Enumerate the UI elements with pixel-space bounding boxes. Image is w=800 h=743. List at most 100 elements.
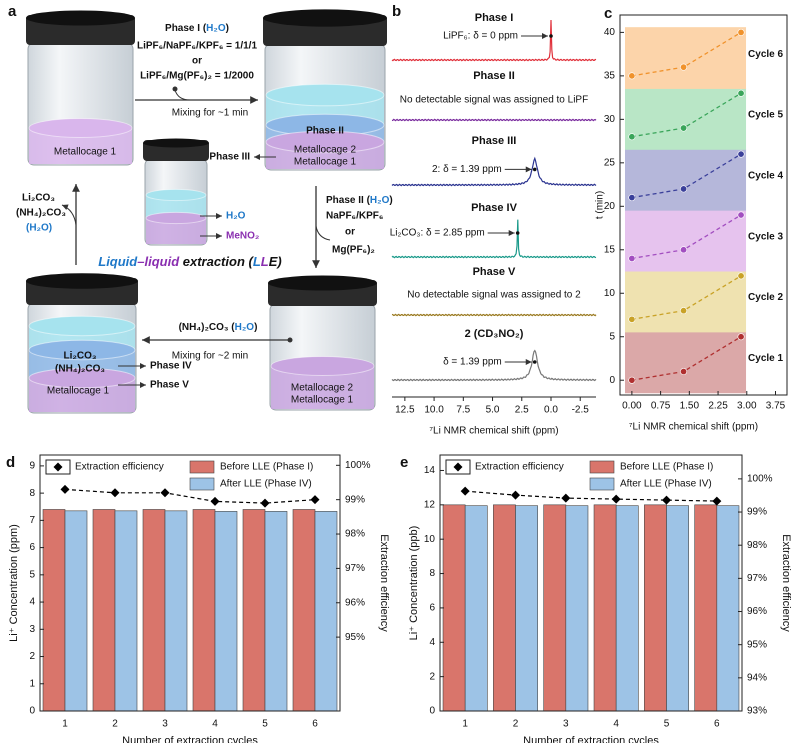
step-text: (H₂O) [26, 223, 52, 234]
point [680, 63, 688, 71]
bar [565, 505, 589, 712]
point [737, 150, 745, 158]
point [737, 211, 745, 219]
legend-marker [53, 462, 63, 472]
annotation: δ = 1.39 ppm [443, 357, 502, 368]
jar-layer-top [28, 315, 136, 337]
step-text: (NH₄)₂CO₃ (H₂O) [179, 322, 258, 333]
point [628, 376, 636, 384]
step-text: Mg(PF₆)₂ [332, 245, 375, 256]
y2-tick-label: 99% [747, 507, 767, 518]
y-tick-label: 15 [604, 244, 616, 255]
spectrum-trace [391, 156, 597, 187]
jar-cap-top [26, 10, 135, 26]
panel-label: d [6, 454, 15, 471]
y-tick-label: 2 [429, 671, 435, 682]
jar-label: Metallocage 2 [291, 383, 354, 394]
annotation: Li₂CO₃: δ = 2.85 ppm [390, 228, 485, 239]
x-tick-label: 1 [462, 719, 468, 730]
x-tick-label: 5 [262, 719, 268, 730]
y-tick-label: 4 [29, 597, 35, 608]
spectrum-title: Phase V [473, 266, 516, 278]
jars [26, 9, 387, 414]
text-part: ) [226, 23, 229, 34]
point [680, 307, 688, 315]
point [628, 194, 636, 202]
efficiency-point [60, 484, 70, 494]
bar [716, 505, 740, 712]
x-axis-label: Number of extraction cycles [523, 735, 659, 743]
plot-frame [439, 454, 743, 712]
annotation: No detectable signal was assigned to LiP… [400, 95, 588, 106]
efficiency-point [460, 486, 470, 496]
efficiency-line [465, 490, 717, 502]
step-note: Mixing for ~1 min [172, 108, 248, 119]
spectrum-trace [391, 19, 597, 62]
jar-layer-top [145, 188, 207, 202]
spectrum-title: Phase III [472, 135, 517, 147]
x-tick-label: 4 [212, 719, 218, 730]
legend-label: Extraction efficiency [75, 462, 164, 473]
point [628, 133, 636, 141]
text-part: extraction ( [179, 254, 254, 269]
x-tick-label: 10.0 [424, 405, 444, 416]
jar-layer-top [28, 339, 136, 361]
bar [543, 504, 567, 712]
bar [666, 505, 689, 712]
step-text: Li₂CO₃ [22, 193, 55, 204]
spectrum-title: Phase I [475, 12, 514, 24]
x-tick-label: 6 [714, 719, 720, 730]
efficiency-point [310, 495, 320, 505]
phase-label: Phase IV [150, 361, 192, 372]
x-tick-label: 3.75 [766, 401, 786, 412]
x-tick-label: 3 [162, 719, 168, 730]
y-axis-label: Li⁺ Concentration (ppb) [408, 526, 420, 641]
peak-marker [549, 34, 553, 38]
efficiency-point [210, 496, 220, 506]
y-tick-label: 1 [29, 678, 35, 689]
x-tick-label: 5 [664, 719, 670, 730]
y-tick-label: 7 [29, 515, 35, 526]
peak-marker [515, 231, 520, 235]
legend-marker [453, 462, 463, 472]
point [737, 28, 745, 36]
spectrum-title: Phase II [473, 70, 515, 82]
point [680, 185, 688, 193]
layer-label: MeNO₂ [226, 231, 259, 242]
efficiency-point [712, 496, 722, 506]
bar [242, 509, 266, 712]
spectrum-trace [391, 313, 597, 317]
jar-label: Metallocage 1 [54, 147, 117, 158]
y-tick-label: 8 [429, 568, 435, 579]
efficiency-line [64, 488, 316, 504]
x-axis-label: Number of extraction cycles [122, 735, 258, 743]
bar [292, 509, 316, 712]
plot-frame [619, 14, 788, 396]
y-tick-label: 10 [424, 534, 436, 545]
panel-a: a Phase I (H₂O) LiPF₆/NaPF₆/KPF₆ = 1/1/1… [8, 3, 393, 414]
annotation: 2: δ = 1.39 ppm [432, 164, 502, 175]
cycle-band [625, 27, 747, 89]
series-label: Cycle 5 [748, 110, 783, 121]
x-tick-label: 2.5 [515, 405, 529, 416]
step-note: Mixing for ~2 min [172, 351, 248, 362]
cycle-band [625, 88, 747, 150]
y-tick-label: 2 [29, 651, 35, 662]
efficiency-point [662, 495, 671, 505]
phase-label: Phase V [150, 380, 189, 391]
y2-tick-label: 97% [345, 563, 365, 574]
y-tick-label: 5 [609, 331, 615, 342]
y2-tick-label: 94% [747, 672, 767, 683]
y2-tick-label: 95% [747, 639, 767, 650]
jar-layer-top [270, 356, 375, 376]
y2-tick-label: 97% [747, 573, 767, 584]
bar [493, 504, 516, 712]
jar-label: Metallocage 2 [294, 145, 357, 156]
bar [515, 505, 538, 712]
dot [287, 337, 293, 343]
jar-cap-top [268, 275, 377, 291]
jar-label: Phase II [306, 126, 344, 137]
cycle-band [625, 270, 747, 333]
point [680, 246, 688, 254]
